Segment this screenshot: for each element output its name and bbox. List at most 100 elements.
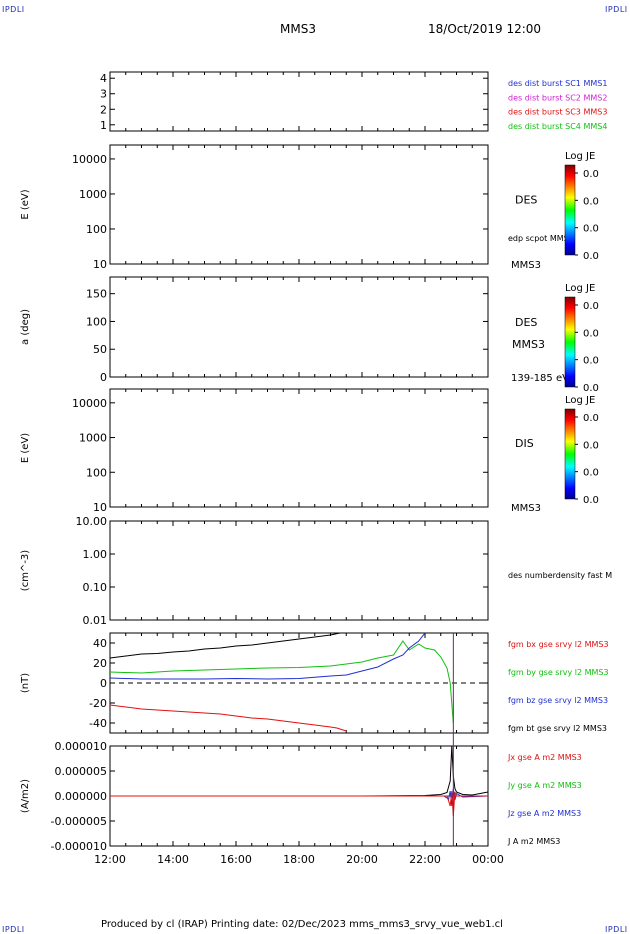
y-tick-label: 0.01 [83, 614, 108, 627]
colorbar-title-dis-energy: Log JE [565, 395, 595, 406]
time-tick-label: 18:00 [283, 853, 315, 866]
y-tick-label: 3 [100, 88, 107, 101]
series-label: fgm bz gse srvy l2 MMS3 [508, 696, 608, 705]
instrument-label-dis-energy: DIS [515, 437, 534, 450]
corner-label-top-left: IPDLI [2, 5, 25, 14]
panel-frame-density [109, 520, 489, 621]
series-label: Jy gse A m2 MMS3 [507, 781, 582, 790]
colorbar-value: 0.0 [583, 468, 599, 479]
y-axis-label-des-pitch: a (deg) [20, 309, 31, 345]
y-tick-label: 0.10 [83, 581, 108, 594]
y-tick-label: 40 [93, 637, 107, 650]
corner-label-top-right: IPDLI [605, 5, 628, 14]
series-line-current [110, 745, 489, 797]
y-tick-label: 1000 [79, 188, 107, 201]
instrument-label-des-energy: DES [515, 194, 537, 207]
spacecraft-title: MMS3 [280, 22, 316, 36]
series-line-bfield [109, 632, 341, 659]
y-tick-label: 0.000005 [55, 765, 108, 778]
y-tick-label: 100 [86, 466, 107, 479]
colorbar-dis-energy [564, 408, 576, 500]
y-tick-label: -20 [89, 697, 107, 710]
time-tick-label: 20:00 [346, 853, 378, 866]
colorbar-des-pitch [564, 296, 576, 388]
footer-credits: Produced by cl (IRAP) Printing date: 02/… [101, 919, 503, 930]
colorbar-value: 0.0 [583, 169, 599, 180]
series-label: des dist burst SC1 MMS1 [508, 79, 607, 88]
y-tick-label: 100 [86, 315, 107, 328]
colorbar-title-des-pitch: Log JE [565, 283, 595, 294]
y-axis-label-bfield: (nT) [20, 673, 31, 693]
colorbar-value: 0.0 [583, 440, 599, 451]
y-tick-label: 1000 [79, 432, 107, 445]
time-tick-label: 14:00 [157, 853, 189, 866]
colorbar-value: 0.0 [583, 224, 599, 235]
time-tick-label: 12:00 [94, 853, 126, 866]
y-tick-label: -40 [89, 717, 107, 730]
series-line-bfield [109, 704, 347, 732]
series-label: J A m2 MMS3 [507, 837, 560, 846]
y-tick-label: 10000 [72, 397, 107, 410]
colorbar-value: 0.0 [583, 328, 599, 339]
colorbar-title-des-energy: Log JE [565, 151, 595, 162]
corner-label-bottom-left: IPDLI [2, 925, 25, 934]
series-line-current [110, 790, 488, 817]
panel-frame-des-pitch [109, 276, 489, 378]
y-tick-label: 100 [86, 223, 107, 236]
y-tick-label: 1.00 [83, 548, 108, 561]
small-label-des-energy: edp scpot MMS3 [508, 234, 574, 243]
series-label: des dist burst SC2 MMS2 [508, 93, 607, 102]
y-tick-label: 4 [100, 72, 107, 85]
y-tick-label: 2 [100, 103, 107, 116]
y-axis-label-des-energy: E (eV) [20, 189, 31, 219]
y-axis-label-current: (A/m2) [20, 779, 31, 813]
series-line-bfield [109, 632, 426, 680]
series-label: Jz gse A m2 MMS3 [507, 809, 581, 818]
colorbar-value: 0.0 [583, 251, 599, 262]
small-label-density: des numberdensity fast M [508, 571, 612, 580]
series-label: fgm by gse srvy l2 MMS3 [508, 668, 609, 677]
colorbar-value: 0.0 [583, 356, 599, 367]
series-line-current [110, 788, 489, 807]
panel-frame-sc [109, 71, 489, 132]
y-axis-label-density: (cm^-3) [20, 550, 31, 591]
colorbar-value: 0.0 [583, 301, 599, 312]
y-tick-label: 10 [93, 501, 107, 514]
y-axis-label-dis-energy: E (eV) [20, 433, 31, 463]
series-label: des dist burst SC4 MMS4 [508, 122, 607, 131]
colorbar-value: 0.0 [583, 196, 599, 207]
y-tick-label: 0 [100, 371, 107, 384]
series-label: des dist burst SC3 MMS3 [508, 108, 607, 117]
bottom-label-des-pitch: 139-185 eV [511, 373, 569, 384]
time-tick-label: 16:00 [220, 853, 252, 866]
y-tick-label: 150 [86, 288, 107, 301]
y-tick-label: -0.000005 [51, 815, 107, 828]
corner-label-bottom-right: IPDLI [605, 925, 628, 934]
colorbar-value: 0.0 [583, 383, 599, 394]
y-tick-label: 10.00 [76, 515, 108, 528]
y-tick-label: 10 [93, 258, 107, 271]
panel-frame-dis-energy [109, 388, 489, 508]
panel-frame-des-energy [109, 144, 489, 265]
series-label: fgm bx gse srvy l2 MMS3 [508, 640, 609, 649]
colorbar-value: 0.0 [583, 413, 599, 424]
y-tick-label: 1 [100, 119, 107, 132]
colorbar-value: 0.0 [583, 495, 599, 506]
bottom-label-dis-energy: MMS3 [511, 503, 541, 514]
y-tick-label: 0 [100, 677, 107, 690]
y-tick-label: 50 [93, 343, 107, 356]
y-tick-label: 0.000010 [55, 740, 108, 753]
series-line-bfield [109, 640, 454, 724]
y-tick-label: 10000 [72, 153, 107, 166]
mid-label-des-pitch: MMS3 [512, 338, 545, 351]
series-label: Jx gse A m2 MMS3 [507, 753, 582, 762]
y-tick-label: -0.000010 [51, 840, 107, 853]
y-tick-label: 20 [93, 657, 107, 670]
instrument-label-des-pitch: DES [515, 316, 537, 329]
datetime-title: 18/Oct/2019 12:00 [428, 22, 542, 36]
bottom-label-des-energy: MMS3 [511, 260, 541, 271]
colorbar-des-energy [564, 164, 576, 256]
time-tick-label: 00:00 [472, 853, 504, 866]
series-label: fgm bt gse srvy l2 MMS3 [508, 724, 607, 733]
